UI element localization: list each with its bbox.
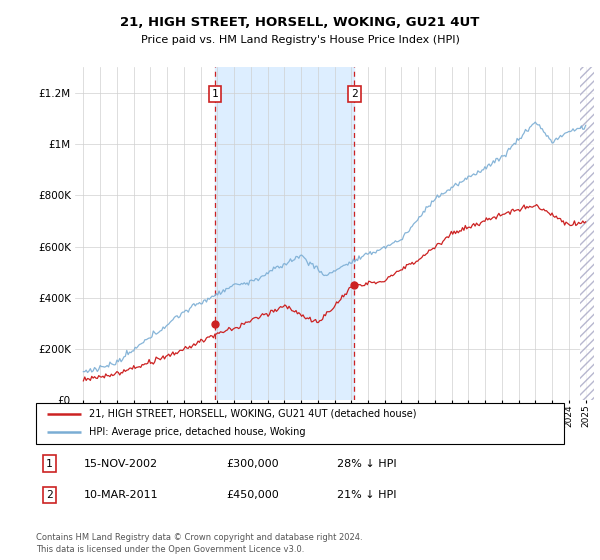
Bar: [580, 67, 594, 400]
FancyBboxPatch shape: [36, 403, 564, 444]
Text: 2: 2: [46, 490, 53, 500]
Text: Price paid vs. HM Land Registry's House Price Index (HPI): Price paid vs. HM Land Registry's House …: [140, 35, 460, 45]
Text: Contains HM Land Registry data © Crown copyright and database right 2024.
This d: Contains HM Land Registry data © Crown c…: [36, 533, 362, 554]
Text: 21% ↓ HPI: 21% ↓ HPI: [337, 490, 397, 500]
Text: HPI: Average price, detached house, Woking: HPI: Average price, detached house, Woki…: [89, 427, 305, 437]
Text: £300,000: £300,000: [226, 459, 279, 469]
Text: 21, HIGH STREET, HORSELL, WOKING, GU21 4UT: 21, HIGH STREET, HORSELL, WOKING, GU21 4…: [121, 16, 479, 29]
Text: 10-MAR-2011: 10-MAR-2011: [83, 490, 158, 500]
Text: 1: 1: [46, 459, 53, 469]
Text: 28% ↓ HPI: 28% ↓ HPI: [337, 459, 397, 469]
Text: 21, HIGH STREET, HORSELL, WOKING, GU21 4UT (detached house): 21, HIGH STREET, HORSELL, WOKING, GU21 4…: [89, 409, 416, 419]
Text: £450,000: £450,000: [226, 490, 279, 500]
Text: 2: 2: [351, 89, 358, 99]
Text: 1: 1: [212, 89, 218, 99]
Text: 15-NOV-2002: 15-NOV-2002: [83, 459, 158, 469]
Bar: [215, 67, 355, 400]
